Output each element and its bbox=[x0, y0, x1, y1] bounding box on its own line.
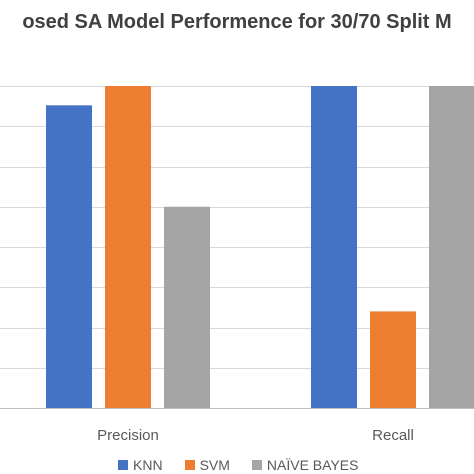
x-axis-labels: Precision Recall bbox=[97, 427, 414, 444]
bar-precision-knn bbox=[46, 105, 92, 408]
bar-recall-na-ve-bayes bbox=[429, 86, 474, 408]
legend: KNN SVM NAÏVE BAYES bbox=[118, 456, 380, 474]
legend-label-naive-bayes: NAÏVE BAYES bbox=[266, 457, 359, 473]
legend-item-svm: SVM bbox=[184, 457, 230, 473]
legend-label-knn: KNN bbox=[133, 457, 163, 473]
legend-label-svm: SVM bbox=[199, 457, 230, 473]
legend-item-knn: KNN bbox=[118, 457, 163, 473]
legend-swatch-naive-bayes bbox=[251, 460, 262, 470]
legend-item-naive-bayes: NAÏVE BAYES bbox=[251, 457, 359, 473]
x-tick-label-precision: Precision bbox=[97, 427, 159, 444]
bar-precision-svm bbox=[105, 86, 151, 408]
bar-recall-svm bbox=[370, 311, 416, 408]
legend-swatch-svm bbox=[184, 460, 195, 470]
bars bbox=[46, 86, 474, 408]
bar-recall-knn bbox=[311, 86, 357, 408]
chart-title: osed SA Model Performence for 30/70 Spli… bbox=[22, 11, 452, 33]
x-tick-label-recall: Recall bbox=[372, 427, 414, 444]
legend-swatch-knn bbox=[118, 460, 128, 470]
bar-precision-na-ve-bayes bbox=[164, 206, 210, 408]
